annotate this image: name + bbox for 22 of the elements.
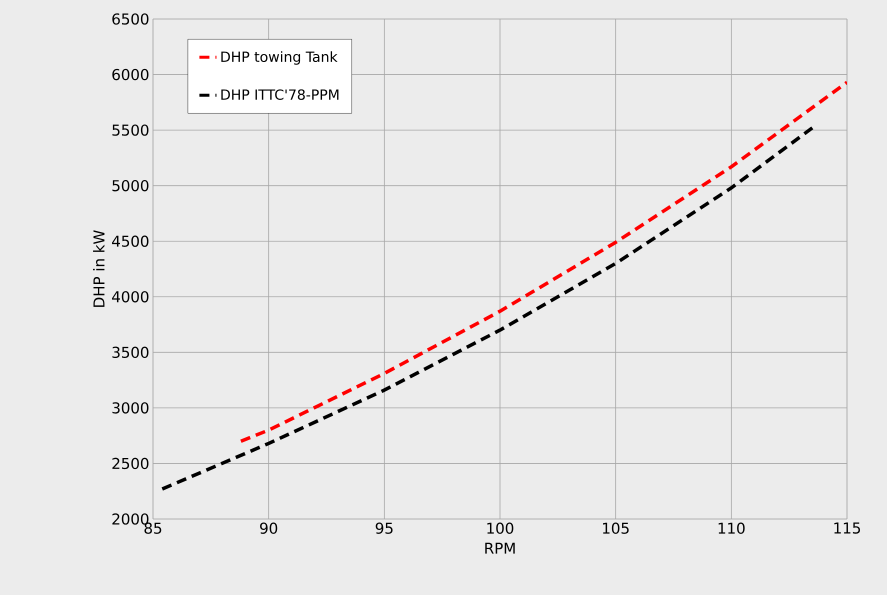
y-tick-label: 5000	[112, 180, 148, 192]
x-tick-label: 115	[834, 522, 860, 534]
legend-label: DHP towing Tank	[221, 51, 338, 65]
y-tick-label: 5500	[112, 124, 148, 136]
line-series	[160, 126, 814, 491]
legend-label: DHP ITTC'78-PPM	[221, 89, 338, 100]
x-tick-label: 90	[260, 522, 278, 534]
x-tick-label: 95	[376, 522, 393, 534]
x-tick-label: 100	[487, 522, 514, 534]
y-tick-label: 4500	[112, 236, 148, 247]
x-tick-label: 85	[144, 522, 162, 534]
y-tick-label: 4000	[112, 291, 148, 302]
x-tick-label: 110	[718, 522, 745, 534]
y-tick-label: 6000	[112, 68, 148, 80]
x-tick-label: 105	[603, 522, 629, 534]
y-axis-title: DHP in kW	[93, 230, 104, 307]
y-tick-label: 2500	[112, 458, 148, 470]
y-tick-label: 3500	[112, 346, 148, 358]
y-tick-label: 2000	[112, 513, 148, 525]
x-axis-title: RPM	[485, 542, 515, 554]
y-tick-label: 3000	[112, 402, 148, 414]
y-tick-label: 6500	[112, 13, 148, 25]
